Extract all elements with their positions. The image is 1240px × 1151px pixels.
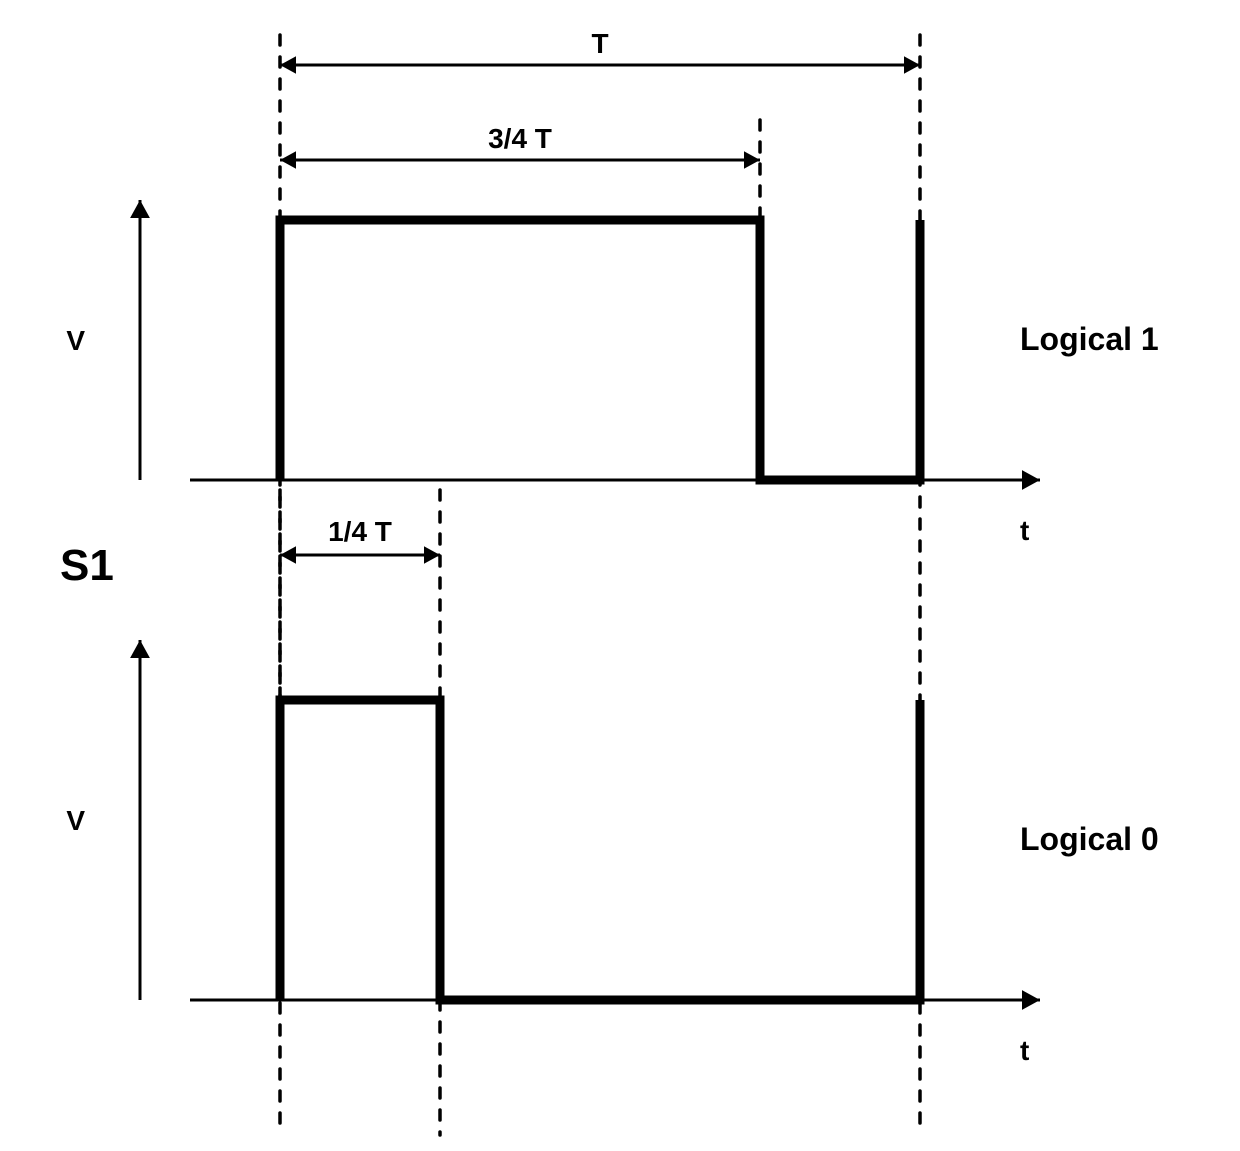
label-logical-0: Logical 0 <box>1020 821 1159 857</box>
label-3-4T: 3/4 T <box>488 123 552 154</box>
label-logical-1: Logical 1 <box>1020 321 1159 357</box>
waveform-logical-1 <box>280 220 920 480</box>
label-1-4T: 1/4 T <box>328 516 392 547</box>
v-axis-label-bottom: V <box>66 805 85 836</box>
measure-1-4T <box>280 546 440 564</box>
v-axis-label-top: V <box>66 325 85 356</box>
t-axis-label-bottom: t <box>1020 1035 1029 1066</box>
t-axis-label-top: t <box>1020 515 1029 546</box>
label-period: T <box>591 28 608 59</box>
v-axis-bottom <box>130 640 150 1000</box>
waveform-logical-0 <box>280 700 920 1000</box>
signal-label: S1 <box>60 541 114 590</box>
v-axis-top <box>130 200 150 480</box>
timing-diagram-svg: T 3/4 T t V Logical 1 1/4 T S1 t V Logical 0 <box>0 0 1240 1151</box>
